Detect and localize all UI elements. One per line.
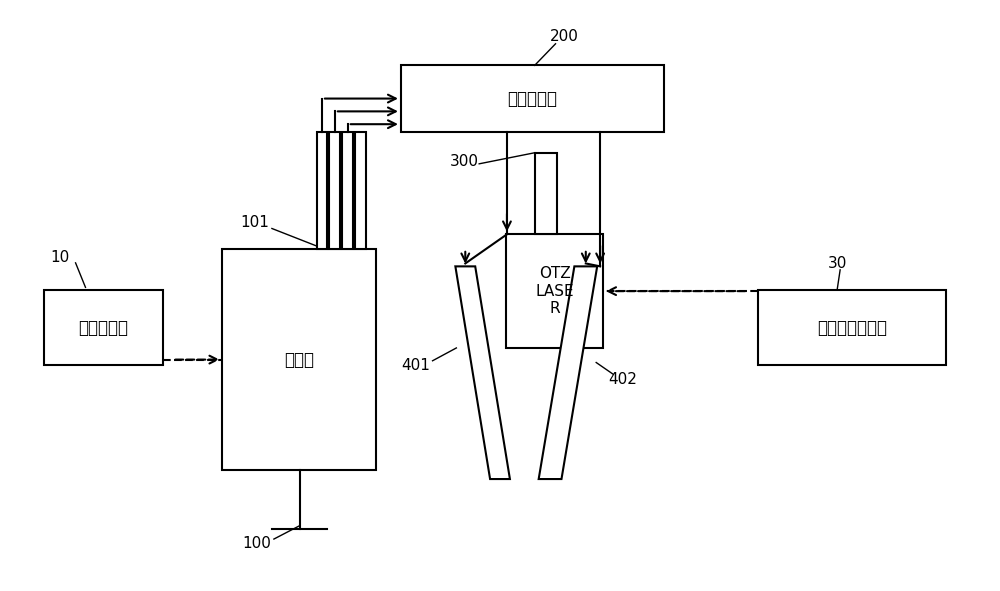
Polygon shape [455, 267, 510, 479]
Bar [758, 290, 946, 365]
Bar [329, 132, 340, 249]
Text: 送粉器: 送粉器 [284, 350, 314, 369]
Polygon shape [539, 267, 597, 479]
Bar [222, 249, 376, 470]
Bar [535, 152, 557, 234]
Bar [506, 234, 603, 348]
Text: 30: 30 [827, 256, 847, 271]
Bar [44, 290, 163, 365]
Text: 分粉器组合: 分粉器组合 [507, 90, 557, 108]
Text: OTZ
LASE
R: OTZ LASE R [535, 266, 574, 316]
Text: 401: 401 [401, 358, 430, 373]
Text: 激光光斑控制器: 激光光斑控制器 [817, 319, 887, 336]
Bar [401, 66, 664, 132]
Text: 200: 200 [550, 29, 579, 44]
Text: 402: 402 [609, 372, 637, 388]
Bar [317, 132, 327, 249]
Text: 300: 300 [450, 154, 479, 169]
Text: 101: 101 [241, 215, 269, 230]
Text: 100: 100 [243, 535, 271, 551]
Text: 10: 10 [50, 250, 69, 265]
Bar [355, 132, 366, 249]
Text: 送粉控制器: 送粉控制器 [78, 319, 128, 336]
Bar [342, 132, 353, 249]
